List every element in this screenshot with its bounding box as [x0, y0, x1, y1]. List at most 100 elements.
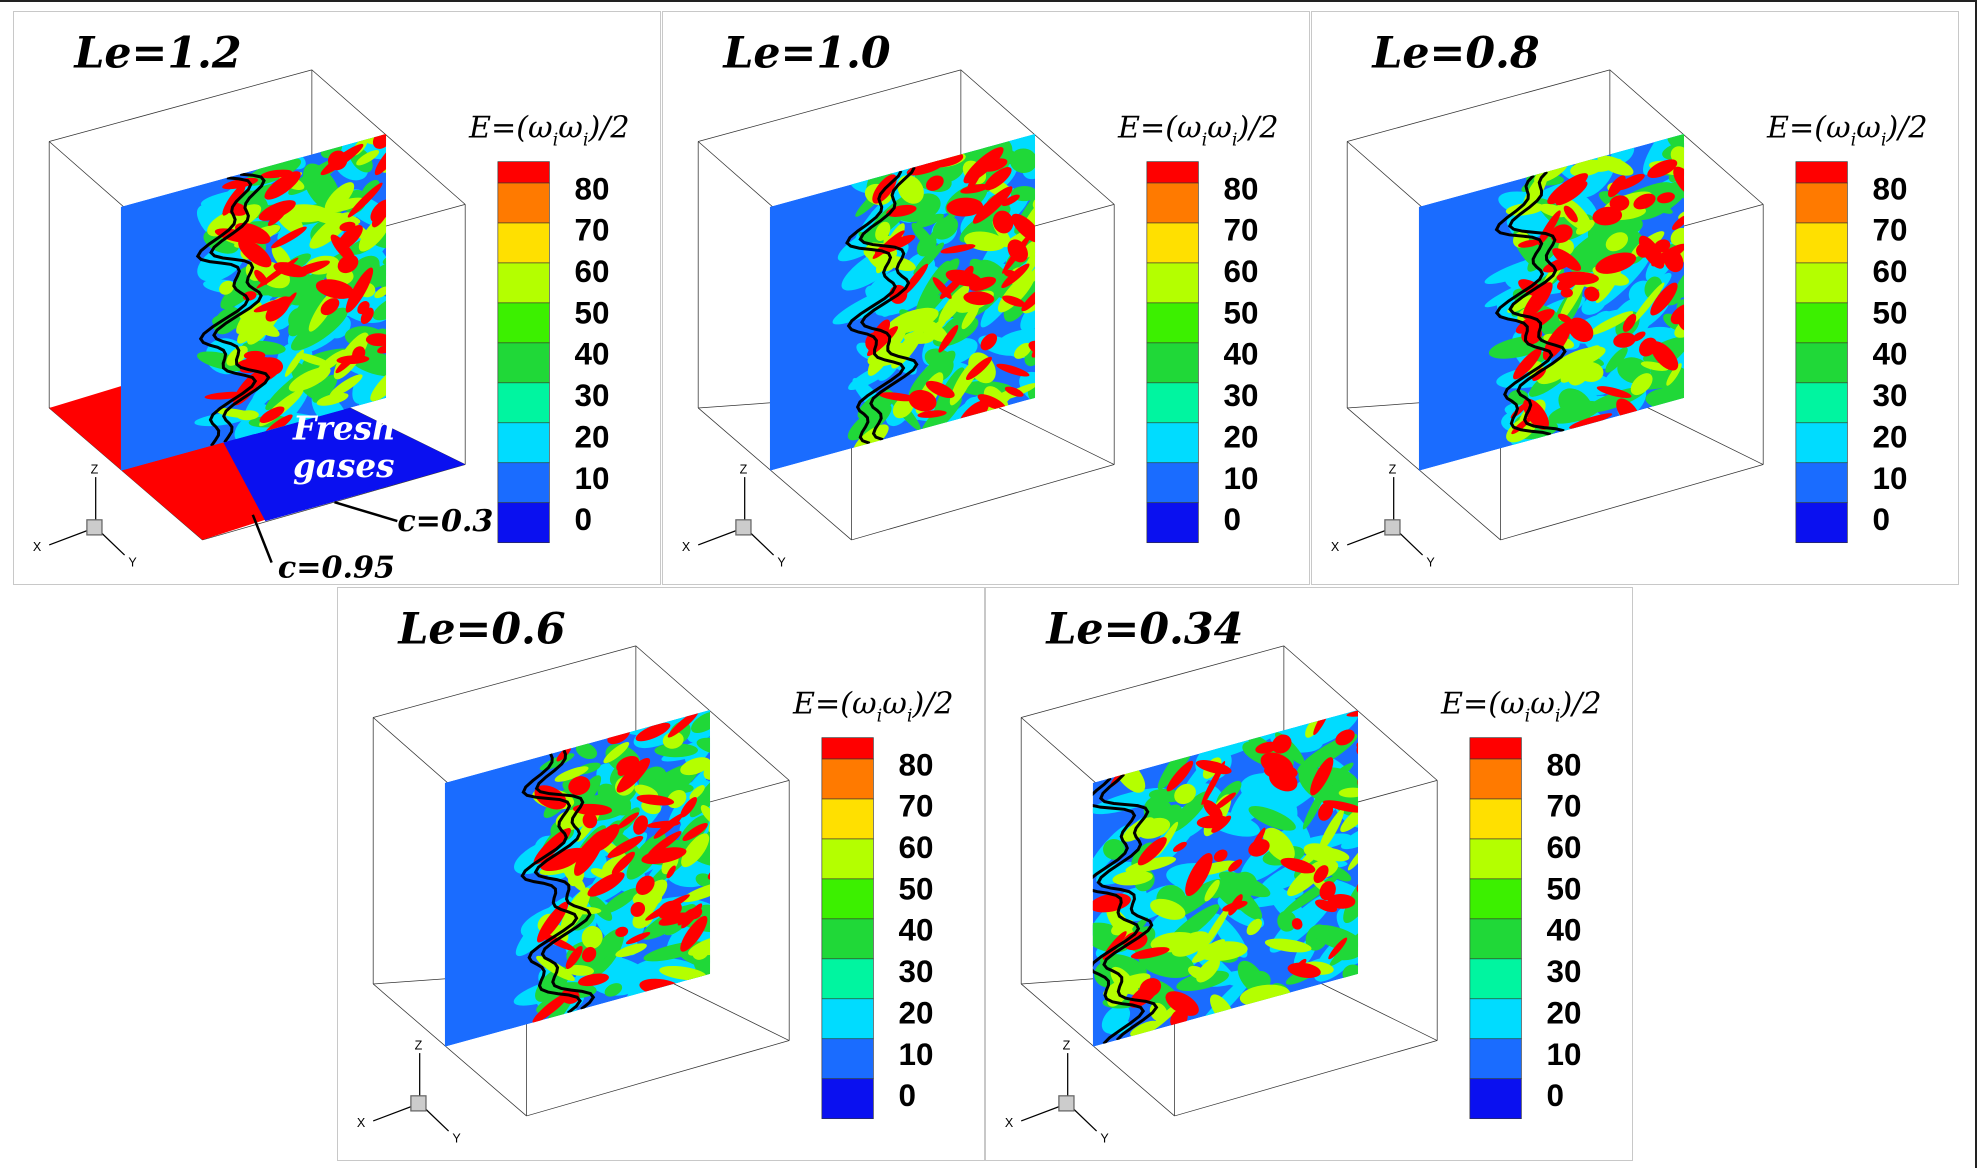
- vorticity-blob: [1678, 313, 1685, 332]
- vorticity-blob: [1033, 317, 1054, 339]
- vorticity-blob: [554, 766, 589, 782]
- colorbar-band: [821, 838, 874, 880]
- box-edge: [372, 983, 527, 1117]
- colorbar-tick-label: 80: [575, 171, 610, 206]
- vorticity-blob: [1246, 918, 1263, 936]
- vorticity-blob: [1518, 279, 1547, 298]
- axis-label-z: Z: [740, 462, 748, 476]
- colorbar-band: [821, 878, 874, 920]
- panel-title: Le=0.8: [1371, 28, 1539, 78]
- vorticity-blob: [972, 186, 1013, 224]
- vorticity-blob: [370, 363, 387, 402]
- colorbar-band: [497, 182, 550, 224]
- vorticity-blob: [681, 833, 710, 868]
- vorticity-blob: [1305, 716, 1322, 738]
- colorbar-title: E=(ωiωi)/2: [1766, 111, 1928, 151]
- isoline-c-0-3: [1497, 170, 1552, 449]
- vorticity-blob: [1322, 800, 1359, 813]
- colorbar-tick-label: 70: [575, 213, 610, 248]
- vorticity-blob: [273, 262, 308, 278]
- vorticity-blob: [374, 286, 387, 299]
- colorbar-tick-label: 30: [575, 378, 610, 413]
- subscript: i: [583, 130, 589, 150]
- colorbar-title-prefix: E=(: [468, 111, 529, 146]
- vorticity-blob: [222, 183, 246, 216]
- colorbar-title-prefix: E=(: [1766, 111, 1827, 146]
- vorticity-blob: [940, 244, 976, 254]
- vorticity-blob: [636, 794, 675, 806]
- colorbar-tick-label: 50: [899, 871, 934, 906]
- vorticity-blob: [1004, 269, 1017, 278]
- vorticity-blob: [603, 741, 630, 764]
- colorbar-tick-label: 20: [575, 419, 610, 454]
- vorticity-blob: [1592, 206, 1623, 226]
- omega: ω: [1826, 111, 1851, 146]
- colorbar-tick-label: 50: [575, 295, 610, 330]
- vorticity-blob: [219, 280, 234, 295]
- colorbar-tick-label: 30: [1873, 378, 1908, 413]
- vorticity-blob: [1310, 757, 1334, 796]
- vorticity-blob: [1197, 941, 1248, 961]
- vorticity-blob: [371, 203, 387, 228]
- vorticity-blob: [1548, 400, 1602, 424]
- colorbar-tick-label: 20: [1873, 419, 1908, 454]
- vorticity-slice: [1418, 133, 1685, 471]
- vorticity-blob: [587, 872, 625, 897]
- vorticity-blob: [616, 757, 651, 793]
- vorticity-blob: [1570, 159, 1604, 177]
- vorticity-blob: [1656, 192, 1675, 204]
- vorticity-blob: [1150, 898, 1186, 920]
- colorbar-band: [1795, 161, 1848, 184]
- axis-label-z: Z: [415, 1038, 423, 1052]
- vorticity-blob: [316, 392, 349, 406]
- colorbar-band: [1795, 302, 1848, 344]
- vorticity-blob: [604, 983, 623, 997]
- colorbar-band: [497, 222, 550, 264]
- colorbar-band: [497, 161, 550, 184]
- vorticity-blob: [1200, 904, 1232, 953]
- isoline-label-c-0-95: c=0.95: [278, 551, 395, 584]
- vorticity-blob: [680, 757, 711, 776]
- vorticity-blob: [1613, 332, 1636, 348]
- vorticity-blob: [581, 925, 603, 949]
- vorticity-blob: [1640, 361, 1669, 371]
- colorbar-band: [821, 918, 874, 960]
- colorbar-band: [821, 737, 874, 760]
- vorticity-blob: [237, 300, 276, 344]
- vorticity-blob: [1248, 839, 1270, 857]
- colorbar-tick-label: 70: [1224, 213, 1259, 248]
- colorbar-band: [821, 758, 874, 800]
- vorticity-blob: [1317, 762, 1354, 793]
- vorticity-blob: [897, 175, 924, 204]
- vorticity-blob: [1666, 363, 1682, 386]
- colorbar-band: [497, 502, 550, 544]
- vorticity-blob: [1537, 210, 1561, 246]
- colorbar-band: [1146, 182, 1199, 224]
- colorbar-band: [497, 382, 550, 424]
- vorticity-blob: [377, 343, 387, 354]
- vorticity-blob: [925, 380, 955, 399]
- subscript: i: [877, 706, 883, 726]
- vorticity-blob: [977, 394, 1006, 411]
- vorticity-blob: [361, 179, 380, 199]
- axis-triad: [1020, 1053, 1098, 1132]
- vorticity-blob: [658, 912, 689, 926]
- panel-title: Le=1.2: [73, 28, 241, 78]
- axis-triad: [697, 477, 775, 556]
- vorticity-blob: [635, 875, 655, 895]
- vorticity-blob: [938, 284, 970, 324]
- vorticity-blob: [874, 234, 916, 255]
- vorticity-blob: [913, 242, 945, 275]
- subscript: i: [1202, 130, 1208, 150]
- vorticity-blob: [582, 812, 598, 829]
- panel-title: Le=1.0: [722, 28, 891, 78]
- vorticity-blob: [1001, 263, 1030, 289]
- vorticity-blob: [1302, 786, 1327, 830]
- omega: ω: [1856, 111, 1881, 146]
- vorticity-blob: [581, 946, 597, 963]
- vorticity-blob: [1315, 899, 1338, 913]
- colorbar-tick-label: 50: [1547, 871, 1582, 906]
- omega: ω: [558, 111, 583, 146]
